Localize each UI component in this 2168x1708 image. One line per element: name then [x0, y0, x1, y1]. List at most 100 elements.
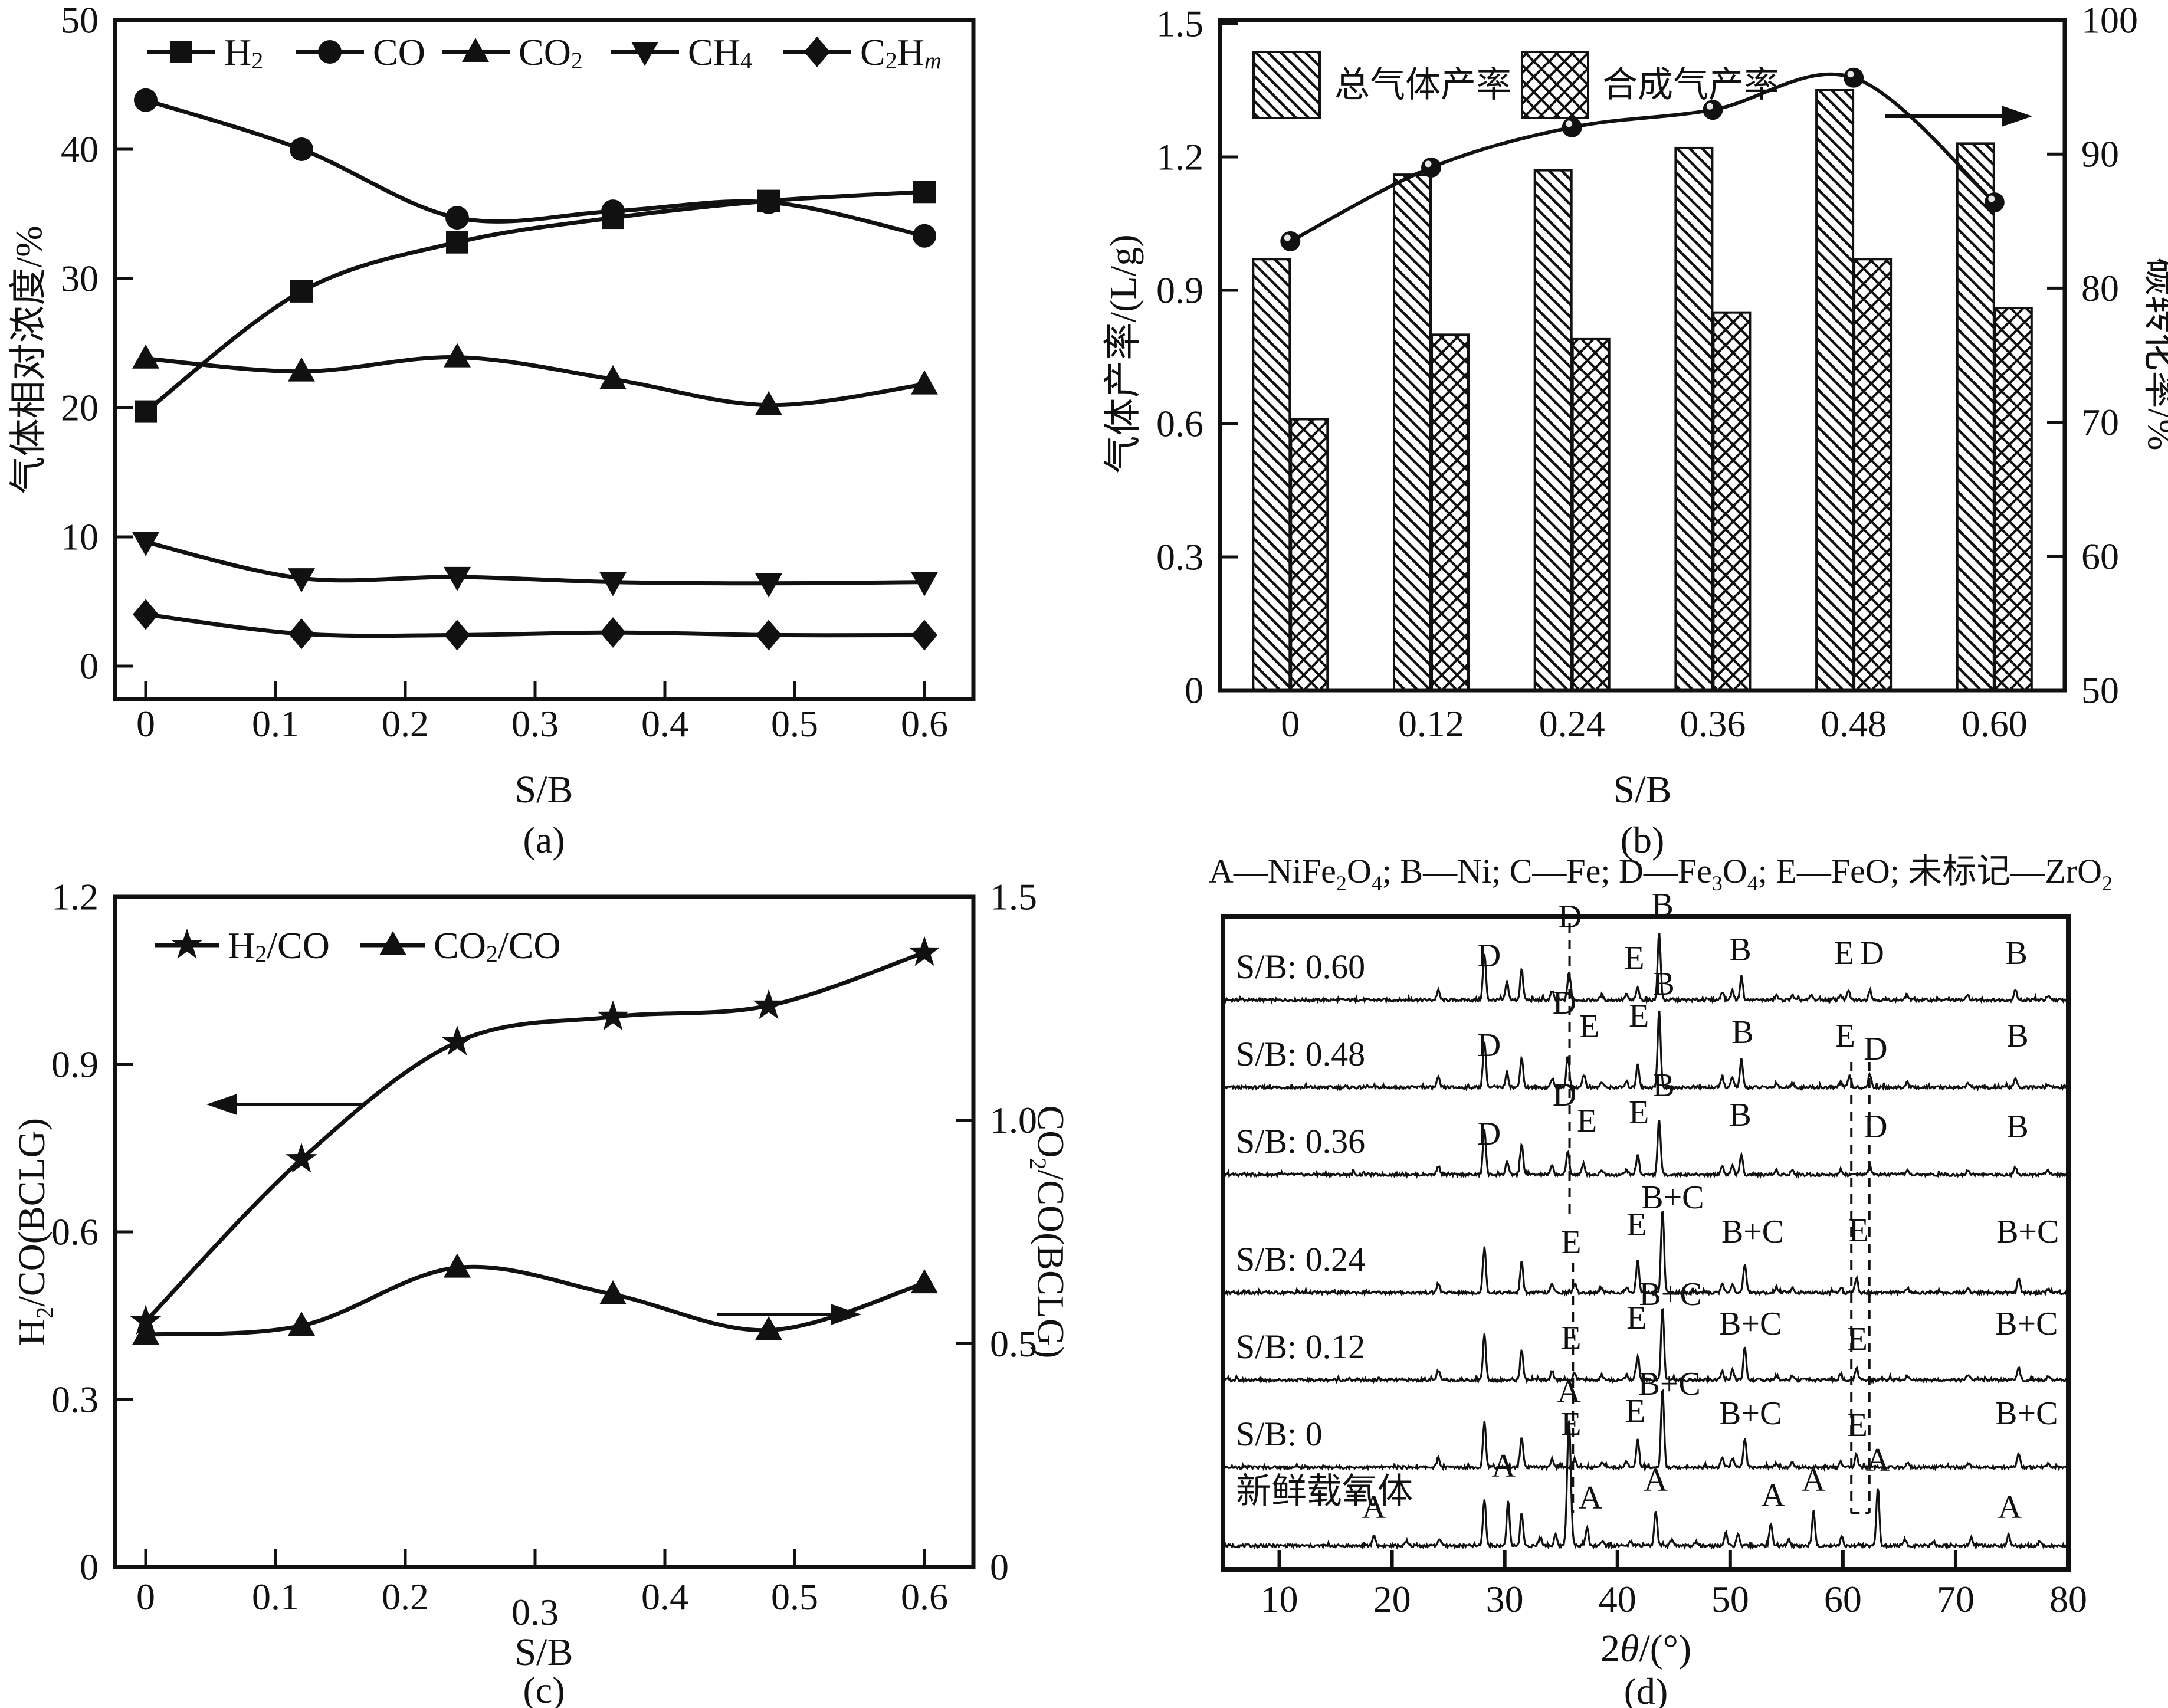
text-run: 4	[740, 47, 752, 74]
marker-sphere-highlight	[1284, 234, 1291, 241]
x-tick-label: 0.12	[1398, 703, 1464, 745]
xrd-trace	[1222, 933, 2069, 1005]
marker-square	[913, 181, 936, 204]
peak-label: B	[2006, 1109, 2028, 1145]
text-run: m	[924, 47, 942, 74]
peak-label: E	[1561, 1224, 1581, 1261]
peak-label: B+C	[1995, 1395, 2058, 1432]
bar-syngas	[1712, 311, 1752, 691]
legend-label: CO2	[519, 31, 583, 74]
peak-label: B	[2006, 1018, 2028, 1054]
series-curve	[145, 1264, 926, 1337]
bar-syngas	[1431, 333, 1470, 691]
marker-diamond	[804, 37, 830, 67]
marker-triangle-up	[132, 344, 159, 369]
y-tick-label-right: 50	[2081, 670, 2119, 712]
marker-square	[446, 231, 468, 254]
text-run: 2	[1336, 871, 1347, 895]
y-tick-label: 50	[61, 0, 99, 41]
marker-triangle-down	[288, 568, 315, 593]
left-axis-arrow-head	[206, 1094, 237, 1115]
xrd-trace	[1222, 1388, 2069, 1473]
marker-square	[135, 400, 157, 423]
marker-square	[290, 280, 313, 303]
legend-label: H2	[224, 31, 263, 74]
bar-total-gas	[1674, 146, 1714, 692]
series-curve	[145, 355, 925, 408]
y-tick-label-left: 1.2	[51, 876, 99, 917]
peak-label: E	[1577, 1103, 1597, 1139]
marker-circle	[290, 137, 313, 161]
bar-syngas	[1853, 258, 1893, 691]
marker-diamond	[756, 619, 782, 651]
text-run: 2	[2102, 871, 2113, 895]
y-tick-label-left: 1.5	[1156, 3, 1203, 45]
text-run: /CO	[498, 925, 561, 966]
marker-sphere	[1562, 117, 1582, 137]
legend-label: CO	[373, 31, 425, 73]
marker-circle	[601, 199, 625, 224]
peak-label: E	[1629, 998, 1649, 1034]
x-tick-label: 40	[1599, 1578, 1636, 1620]
panel-b-box	[1218, 18, 2067, 693]
trace-label: S/B: 0.60	[1236, 948, 1365, 986]
marker-triangle-down	[132, 532, 159, 556]
text-run: H	[897, 31, 924, 73]
marker-triangle-up	[379, 931, 406, 955]
peak-label: A	[1998, 1489, 2022, 1526]
marker-sphere-highlight	[1847, 71, 1854, 78]
text-run: 2	[31, 1307, 58, 1319]
panel-b: 0 0.3 0.6 0.9 1.2 1.5 50 60 70 80 90 100 0 0.12 0.24 0.…	[1102, 0, 2168, 861]
text-run: H	[224, 31, 251, 73]
peak-label: E	[1848, 1407, 1868, 1444]
peak-label: D	[1477, 937, 1501, 974]
marker-sphere-highlight	[1425, 160, 1432, 168]
marker-triangle-down	[599, 572, 627, 596]
legend-label: CO2/CO	[434, 925, 561, 967]
marker-triangle-down	[755, 573, 782, 598]
y-tick-label: 20	[61, 387, 99, 429]
y-tick-label-left: 0	[1185, 670, 1203, 712]
marker-star	[171, 929, 203, 959]
legend-label: C2Hm	[860, 31, 942, 74]
text-run: C	[860, 31, 885, 73]
peak-label: E	[1626, 1207, 1647, 1243]
x-tick-label: 0.5	[771, 1576, 818, 1618]
marker-circle	[445, 206, 469, 230]
peak-label: D	[1558, 899, 1582, 935]
text-run: ; E—FeO; 未标记—ZrO	[1758, 852, 2102, 890]
marker-sphere-highlight	[1566, 120, 1573, 127]
marker-triangle-up	[599, 365, 627, 389]
x-tick-label: 0.24	[1539, 703, 1605, 745]
peak-label: E	[1848, 1321, 1868, 1358]
axis-title-y-left: H2/CO(BCLG)	[11, 1118, 58, 1346]
marker-circle	[913, 224, 936, 248]
marker-triangle-up	[911, 370, 938, 395]
peak-label: E	[1626, 1300, 1647, 1336]
text-run: 2	[885, 47, 897, 74]
legend-label: H2/CO	[228, 925, 330, 967]
text-run: CO	[434, 925, 486, 966]
xrd-legend-title: A—NiFe2O4; B—Ni; C—Fe; D—Fe3O4; E—FeO; 未…	[1209, 852, 2113, 895]
text-run: 2	[251, 47, 263, 74]
marker-sphere	[1984, 192, 2005, 212]
peak-label: B+C	[1719, 1395, 1782, 1432]
axis-title-y-right: CO2/CO(BCLG)	[1025, 1106, 1072, 1359]
peak-label: A	[1761, 1477, 1785, 1514]
marker-triangle-down	[631, 42, 658, 66]
series-curve	[145, 612, 925, 638]
bar-total-gas	[1533, 169, 1573, 692]
peak-label: E	[1835, 1018, 1855, 1054]
peak-label: B+C	[1719, 1306, 1782, 1342]
marker-triangle-up	[444, 1253, 471, 1278]
marker-circle	[757, 190, 780, 214]
panel-caption: (c)	[523, 1669, 565, 1708]
y-tick-label-right: 80	[2081, 267, 2119, 309]
text-run: 2	[571, 47, 583, 74]
peak-label: E	[1561, 1406, 1581, 1443]
y-tick-label: 30	[61, 258, 99, 300]
text-run: 4	[1372, 871, 1382, 895]
text-run: /CO	[267, 925, 330, 966]
peak-label: E	[1834, 935, 1854, 972]
